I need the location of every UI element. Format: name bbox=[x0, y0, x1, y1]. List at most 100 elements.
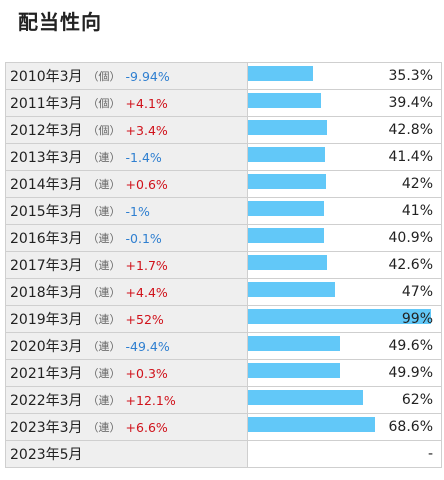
statement-type: （連） bbox=[87, 313, 121, 326]
payout-bar bbox=[248, 390, 363, 405]
row-label: 2021年3月 （連） +0.3% bbox=[6, 360, 248, 386]
statement-type: （連） bbox=[87, 421, 121, 434]
year-label: 2023年5月 bbox=[10, 447, 83, 463]
statement-type: （連） bbox=[87, 205, 121, 218]
table-row: 2021年3月 （連） +0.3% 49.9% bbox=[6, 360, 442, 387]
year-label: 2015年3月 bbox=[10, 204, 83, 220]
year-label: 2013年3月 bbox=[10, 150, 83, 166]
bar-cell: 42.8% bbox=[248, 117, 442, 143]
row-label: 2013年3月 （連） -1.4% bbox=[6, 144, 248, 170]
row-label: 2014年3月 （連） +0.6% bbox=[6, 171, 248, 197]
bar-cell: 41% bbox=[248, 198, 442, 224]
year-label: 2023年3月 bbox=[10, 420, 83, 436]
growth-rate: +52% bbox=[125, 311, 164, 327]
row-label: 2010年3月 （個） -9.94% bbox=[6, 63, 248, 89]
growth-rate: -9.94% bbox=[125, 68, 170, 84]
year-label: 2014年3月 bbox=[10, 177, 83, 193]
payout-value: 68.6% bbox=[388, 419, 433, 435]
payout-bar bbox=[248, 228, 324, 243]
table-row: 2023年3月 （連） +6.6% 68.6% bbox=[6, 414, 442, 441]
row-label: 2023年3月 （連） +6.6% bbox=[6, 414, 248, 440]
year-label: 2010年3月 bbox=[10, 69, 83, 85]
payout-value: 42.8% bbox=[388, 122, 433, 138]
bar-cell: - bbox=[248, 441, 442, 467]
growth-rate: -1.4% bbox=[125, 149, 162, 165]
row-label: 2019年3月 （連） +52% bbox=[6, 306, 248, 332]
payout-bar bbox=[248, 201, 324, 216]
statement-type: （個） bbox=[87, 124, 121, 137]
growth-rate: +4.1% bbox=[125, 95, 168, 111]
row-label: 2017年3月 （連） +1.7% bbox=[6, 252, 248, 278]
growth-rate: -1% bbox=[125, 203, 150, 219]
year-label: 2020年3月 bbox=[10, 339, 83, 355]
growth-rate: +12.1% bbox=[125, 392, 176, 408]
year-label: 2017年3月 bbox=[10, 258, 83, 274]
statement-type: （連） bbox=[87, 340, 121, 353]
row-label: 2022年3月 （連） +12.1% bbox=[6, 387, 248, 413]
table-row: 2022年3月 （連） +12.1% 62% bbox=[6, 387, 442, 414]
table-row: 2012年3月 （個） +3.4% 42.8% bbox=[6, 117, 442, 144]
payout-value: - bbox=[427, 446, 433, 462]
statement-type: （連） bbox=[87, 286, 121, 299]
payout-bar bbox=[248, 93, 321, 108]
bar-cell: 47% bbox=[248, 279, 442, 305]
growth-rate: +0.3% bbox=[125, 365, 168, 381]
statement-type: （連） bbox=[87, 259, 121, 272]
table-row: 2011年3月 （個） +4.1% 39.4% bbox=[6, 90, 442, 117]
payout-value: 99% bbox=[401, 311, 433, 327]
table-row: 2015年3月 （連） -1% 41% bbox=[6, 198, 442, 225]
statement-type: （連） bbox=[87, 232, 121, 245]
statement-type: （連） bbox=[87, 178, 121, 191]
payout-value: 47% bbox=[401, 284, 433, 300]
payout-value: 49.9% bbox=[388, 365, 433, 381]
table-row: 2020年3月 （連） -49.4% 49.6% bbox=[6, 333, 442, 360]
table-row: 2014年3月 （連） +0.6% 42% bbox=[6, 171, 442, 198]
table-row: 2023年5月 - bbox=[6, 441, 442, 468]
payout-value: 35.3% bbox=[388, 68, 433, 84]
bar-cell: 49.6% bbox=[248, 333, 442, 359]
payout-bar bbox=[248, 336, 340, 351]
table-row: 2019年3月 （連） +52% 99% bbox=[6, 306, 442, 333]
payout-value: 39.4% bbox=[388, 95, 433, 111]
payout-value: 42.6% bbox=[388, 257, 433, 273]
row-label: 2012年3月 （個） +3.4% bbox=[6, 117, 248, 143]
growth-rate: +6.6% bbox=[125, 419, 168, 435]
payout-bar bbox=[248, 66, 313, 81]
row-label: 2016年3月 （連） -0.1% bbox=[6, 225, 248, 251]
payout-value: 62% bbox=[401, 392, 433, 408]
payout-bar bbox=[248, 174, 326, 189]
table-row: 2018年3月 （連） +4.4% 47% bbox=[6, 279, 442, 306]
year-label: 2016年3月 bbox=[10, 231, 83, 247]
payout-bar bbox=[248, 255, 327, 270]
row-label: 2023年5月 bbox=[6, 441, 248, 467]
row-label: 2011年3月 （個） +4.1% bbox=[6, 90, 248, 116]
row-label: 2020年3月 （連） -49.4% bbox=[6, 333, 248, 359]
payout-value: 42% bbox=[401, 176, 433, 192]
bar-cell: 35.3% bbox=[248, 63, 442, 89]
table-row: 2017年3月 （連） +1.7% 42.6% bbox=[6, 252, 442, 279]
statement-type: （個） bbox=[87, 70, 121, 83]
table-row: 2010年3月 （個） -9.94% 35.3% bbox=[6, 63, 442, 90]
table-row: 2013年3月 （連） -1.4% 41.4% bbox=[6, 144, 442, 171]
row-label: 2015年3月 （連） -1% bbox=[6, 198, 248, 224]
payout-bar bbox=[248, 120, 327, 135]
bar-cell: 42.6% bbox=[248, 252, 442, 278]
bar-cell: 40.9% bbox=[248, 225, 442, 251]
payout-bar bbox=[248, 282, 335, 297]
growth-rate: +0.6% bbox=[125, 176, 168, 192]
statement-type: （連） bbox=[87, 151, 121, 164]
statement-type: （連） bbox=[87, 367, 121, 380]
growth-rate: +4.4% bbox=[125, 284, 168, 300]
payout-value: 41% bbox=[401, 203, 433, 219]
payout-bar bbox=[248, 309, 431, 324]
page-title: 配当性向 bbox=[18, 10, 102, 34]
payout-value: 49.6% bbox=[388, 338, 433, 354]
payout-ratio-table: 2010年3月 （個） -9.94% 35.3% 2011年3月 （個） +4.1% 39.4… bbox=[5, 62, 442, 468]
year-label: 2012年3月 bbox=[10, 123, 83, 139]
bar-cell: 41.4% bbox=[248, 144, 442, 170]
bar-cell: 39.4% bbox=[248, 90, 442, 116]
bar-cell: 49.9% bbox=[248, 360, 442, 386]
growth-rate: +3.4% bbox=[125, 122, 168, 138]
bar-cell: 42% bbox=[248, 171, 442, 197]
year-label: 2018年3月 bbox=[10, 285, 83, 301]
